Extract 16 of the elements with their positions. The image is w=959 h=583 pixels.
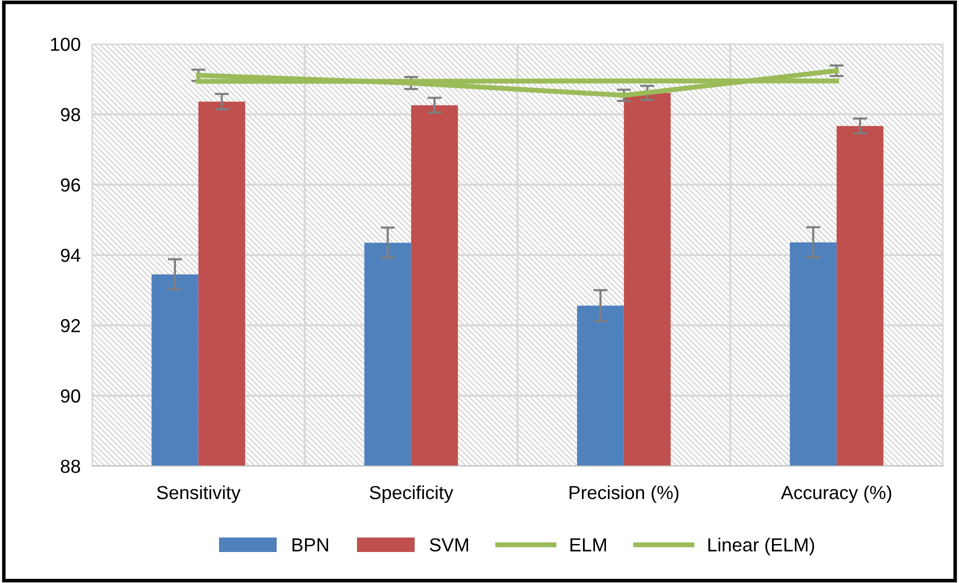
y-tick-label: 98 xyxy=(60,108,80,122)
y-tick-label: 96 xyxy=(60,178,80,192)
line-series xyxy=(196,68,840,98)
legend-label: Linear (ELM) xyxy=(708,538,814,556)
x-tick-label: Sensitivity xyxy=(157,485,241,503)
legend-label: BPN xyxy=(292,538,328,552)
x-tick-label: Specificity xyxy=(370,485,454,503)
y-tick-label: 92 xyxy=(60,319,80,332)
x-tick-label: Accuracy (%) xyxy=(780,485,892,503)
legend-label: SVM xyxy=(430,538,468,552)
y-tick-label: 90 xyxy=(60,389,80,403)
y-tick-label: 100 xyxy=(51,38,80,51)
legend-label: ELM xyxy=(570,538,606,552)
x-tick-label: Precision (%) xyxy=(570,485,678,503)
y-tick-label: 88 xyxy=(60,460,80,473)
y-tick-label: 94 xyxy=(60,248,80,262)
